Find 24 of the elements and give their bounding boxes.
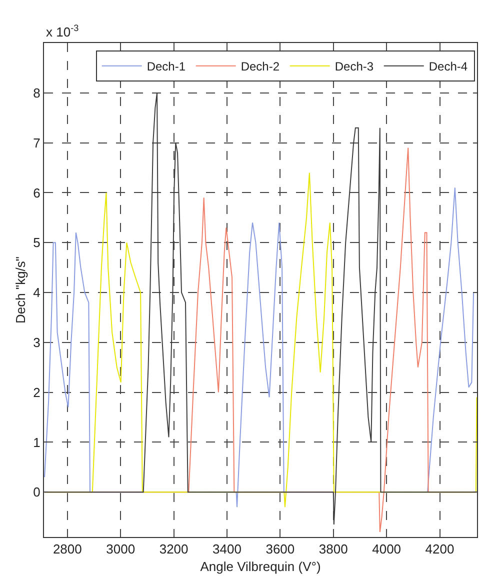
y-tick-label: 7 — [33, 135, 40, 150]
y-tick-label: 3 — [33, 334, 40, 350]
y-tick-label: 0 — [33, 484, 40, 500]
x-tick-label: 3800 — [318, 542, 348, 557]
legend-label: Dech-1 — [146, 60, 186, 74]
y-tick-label: 8 — [33, 85, 40, 100]
legend-label: Dech-4 — [428, 60, 468, 74]
legend-label: Dech-2 — [240, 60, 280, 74]
y-tick-label: 4 — [33, 285, 40, 300]
y-tick-label: 2 — [33, 384, 40, 400]
x-tick-label: 3600 — [266, 542, 295, 557]
x-tick-label: 4000 — [372, 542, 402, 557]
x-tick-label: 2800 — [52, 542, 82, 557]
x-tick-label: 3400 — [212, 542, 242, 557]
legend-label: Dech-3 — [334, 60, 374, 74]
y-axis-title: Dech "kg/s" — [13, 256, 28, 324]
x-tick-label: 3200 — [159, 542, 188, 557]
x-tick-label: 3000 — [106, 542, 136, 557]
x-axis-title: Angle Vilbrequin (V°) — [200, 559, 321, 574]
text: x 10$^{-3}$ — [46, 23, 79, 40]
x-tick-label: 4200 — [425, 542, 454, 557]
y-tick-label: 6 — [33, 185, 40, 200]
y-tick-label: 5 — [33, 235, 40, 250]
y-tick-label: 1 — [33, 434, 40, 450]
